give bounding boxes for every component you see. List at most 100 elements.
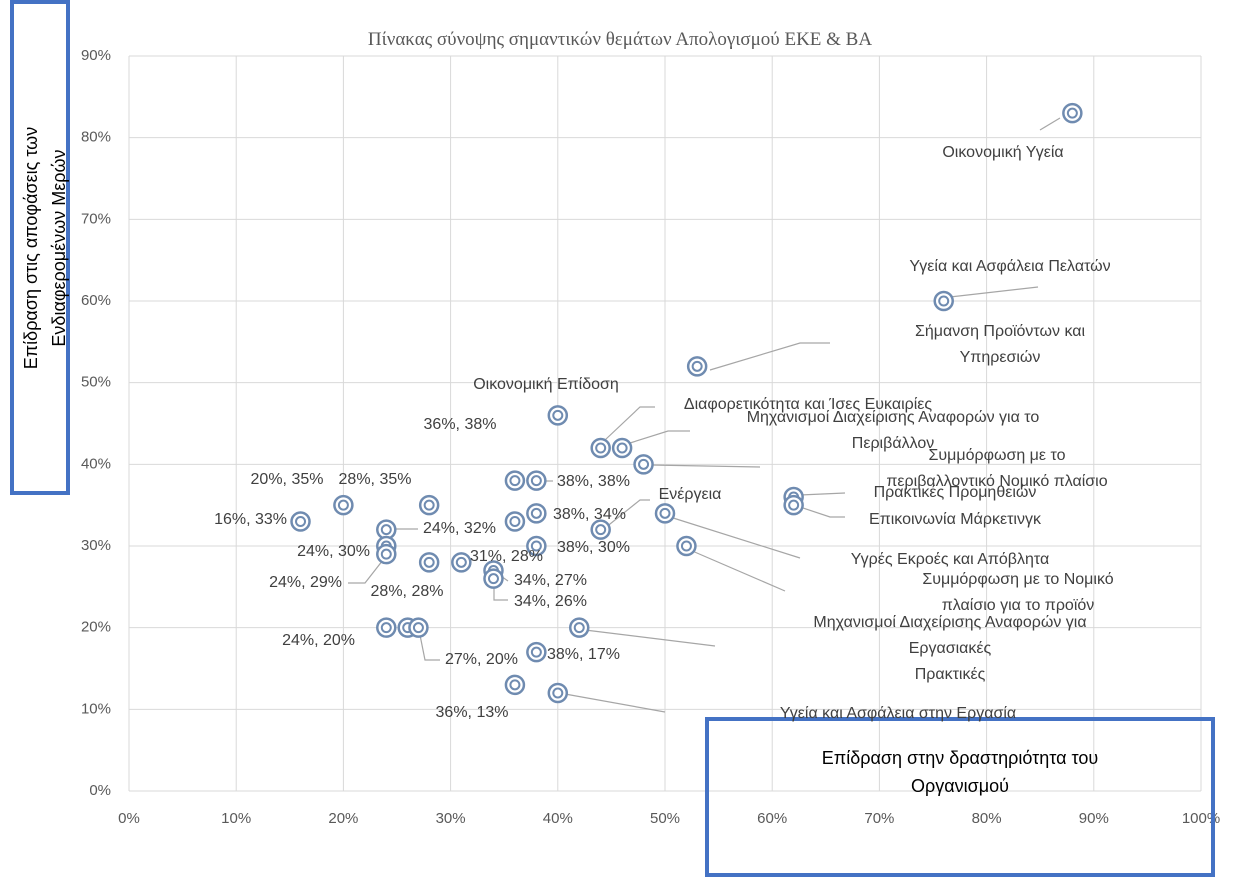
point-label: 38%, 30% [557, 539, 630, 556]
x-tick-label: 20% [328, 810, 358, 827]
point-inner [638, 458, 650, 470]
point-outer [547, 682, 569, 704]
point-outer [633, 454, 654, 475]
point-label: Σήμανση Προϊόντων και Υπηρεσιών [914, 323, 1086, 366]
point [290, 511, 311, 532]
point [933, 290, 954, 312]
point-inner [788, 499, 800, 511]
x-tick-label: 100% [1182, 810, 1220, 827]
point-inner [680, 540, 692, 552]
leader-line [799, 506, 845, 518]
point-label: Οικονομική Επίδοση [473, 376, 619, 393]
x-tick-label: 60% [757, 810, 787, 827]
point-label: Οικονομική Υγεία [942, 144, 1064, 161]
point [590, 437, 611, 459]
point-outer [290, 511, 311, 532]
point-label: 36%, 38% [423, 416, 497, 433]
point-inner [509, 679, 521, 691]
point-outer [676, 535, 697, 557]
x-tick-label: 30% [436, 810, 466, 827]
point-label: 28%, 35% [338, 471, 412, 488]
point-label: 24%, 32% [423, 520, 496, 537]
point-outer [1062, 102, 1083, 124]
point-outer [483, 568, 504, 589]
y-tick-label: 0% [89, 782, 111, 799]
point-label: Συμμόρφωση με το περιβαλλοντικό Νομικό π… [886, 447, 1108, 490]
point [590, 519, 611, 540]
point-outer [568, 617, 590, 638]
point [451, 552, 472, 573]
point-outer [418, 552, 440, 573]
x-tick-label: 40% [543, 810, 573, 827]
point-label: Επικοινωνία Μάρκετινγκ [869, 511, 1041, 528]
point-inner [509, 516, 521, 527]
point-label: 38%, 38% [557, 473, 630, 490]
point-label: 24%, 20% [282, 632, 355, 649]
point-label: Ενέργεια [658, 486, 722, 503]
point [408, 617, 429, 638]
point [376, 617, 397, 638]
point-outer [376, 543, 397, 565]
leader-line [689, 549, 786, 592]
point [418, 494, 440, 516]
point-outer [504, 511, 526, 532]
y-tick-label: 10% [81, 700, 111, 717]
point-inner [380, 524, 392, 536]
point-label: 34%, 27% [514, 572, 587, 589]
point-inner [595, 442, 607, 454]
point-outer [451, 552, 472, 573]
leader-line [604, 406, 655, 441]
x-title-box [705, 717, 1215, 877]
point-label: 24%, 30% [297, 543, 370, 560]
x-tick-label: 90% [1079, 810, 1109, 827]
point [633, 454, 654, 475]
leader-line [629, 430, 690, 444]
point-inner [595, 524, 607, 536]
point-inner [659, 507, 671, 519]
point-outer [333, 494, 354, 516]
point [526, 535, 547, 557]
leader-line [949, 286, 1039, 298]
point-inner [423, 556, 435, 568]
y-tick-label: 20% [81, 619, 111, 636]
point-label: Διαφορετικότητα και Ίσες Ευκαιρίες [683, 396, 933, 413]
point-label: Μηχανισμοί Διαχείρισης Αναφορών για το Π… [746, 409, 1040, 452]
point-label: 16%, 33% [214, 511, 287, 528]
point-inner [552, 687, 564, 699]
leader-line [669, 516, 801, 559]
point-label: 36%, 13% [435, 704, 509, 721]
leader-line [799, 492, 846, 496]
point-inner [530, 540, 542, 552]
point-label: Πρακτικές Προμηθειών [873, 484, 1037, 501]
point [547, 405, 569, 426]
point [418, 552, 440, 573]
point [568, 617, 590, 638]
point-outer [418, 494, 440, 516]
y-tick-label: 60% [81, 292, 111, 309]
point-inner [616, 442, 628, 454]
point [526, 641, 547, 663]
point [676, 535, 697, 557]
point [526, 470, 547, 491]
point [783, 494, 804, 516]
point-inner [295, 516, 307, 527]
y-axis-title: Επίδραση στις αποφάσεις των Ενδιαφερομέν… [21, 126, 69, 370]
point-label: Υγεία και Ασφάλεια στην Εργασία [779, 705, 1017, 722]
point-outer [504, 674, 526, 696]
point-inner [938, 295, 950, 307]
point-inner [573, 622, 585, 634]
point [483, 568, 504, 589]
point [547, 682, 569, 704]
point-outer [526, 503, 547, 524]
point [504, 674, 526, 696]
point-outer [686, 356, 708, 377]
point-inner [509, 475, 521, 487]
point [333, 494, 354, 516]
point-outer [933, 290, 954, 312]
point-inner [412, 622, 424, 634]
point-outer [526, 470, 547, 491]
y-tick-label: 50% [81, 374, 111, 391]
point-inner [530, 646, 542, 658]
point-inner [552, 409, 564, 421]
x-tick-label: 50% [650, 810, 680, 827]
